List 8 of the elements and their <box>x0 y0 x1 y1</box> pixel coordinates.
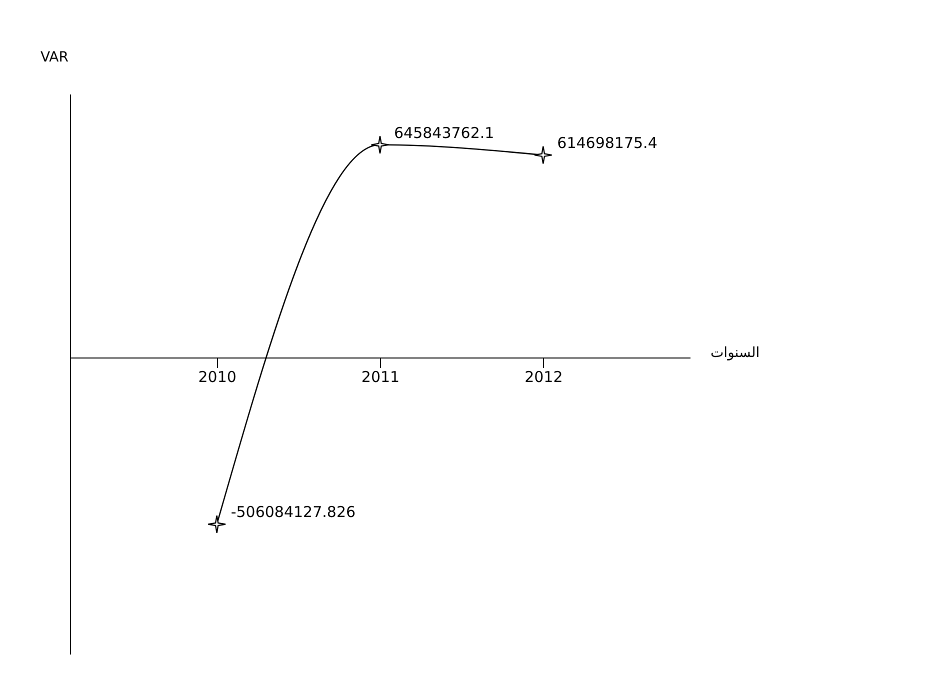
y-axis-title: VAR <box>40 50 69 66</box>
data-label: -506084127.826 <box>230 503 356 522</box>
x-axis-title: السنوات <box>710 345 760 362</box>
x-tick-label: 2011 <box>361 368 400 386</box>
data-label: 645843762.1 <box>394 124 494 142</box>
x-tick-label: 2010 <box>198 368 236 386</box>
data-label: 614698175.4 <box>557 134 658 152</box>
x-tick-label: 2012 <box>524 368 563 386</box>
